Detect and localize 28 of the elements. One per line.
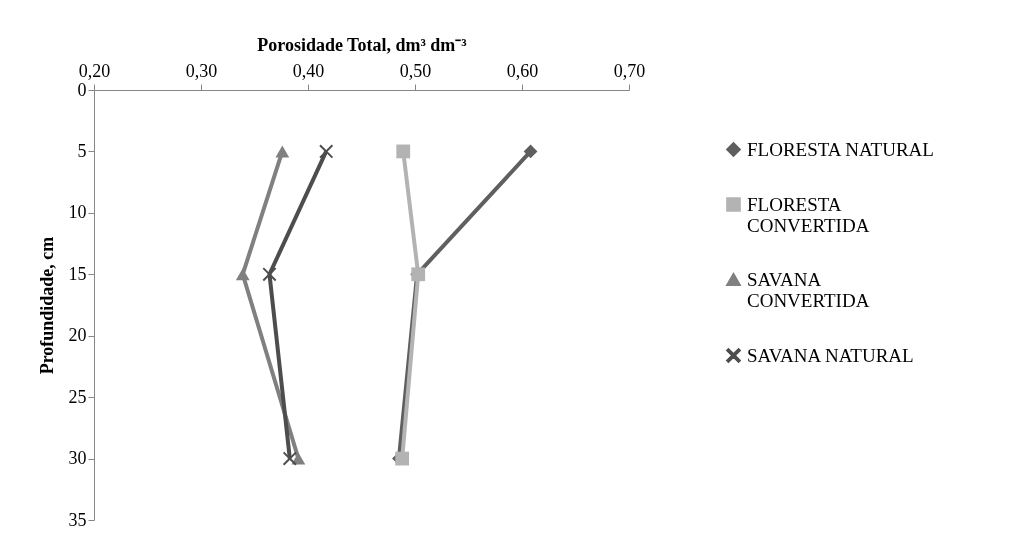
legend-label: FLORESTA CONVERTIDA [747, 193, 870, 236]
y-tick-label: 35 [68, 509, 87, 530]
y-tick-label: 25 [68, 386, 87, 407]
point [275, 145, 290, 158]
y-tick-label: 30 [68, 448, 87, 469]
legend-label: SAVANA CONVERTIDA [747, 268, 870, 311]
x-axis-title: Porosidade Total, dm³ dm⁻³ [257, 34, 468, 55]
y-axis-title: Profundidade, cm [36, 236, 57, 375]
legend-label: SAVANA NATURAL [747, 344, 914, 366]
point [262, 267, 277, 282]
point [523, 144, 538, 159]
x-tick-label: 0,30 [185, 60, 218, 81]
y-tick-label: 0 [77, 79, 87, 100]
point [282, 451, 297, 466]
x-tick-label: 0,20 [78, 60, 111, 81]
point [395, 451, 410, 466]
legend-label: FLORESTA NATURAL [747, 138, 934, 160]
y-tick-label: 15 [68, 263, 87, 284]
x-tick-label: 0,50 [399, 60, 432, 81]
x-tick-label: 0,60 [506, 60, 539, 81]
point [235, 268, 250, 281]
y-tick-label: 5 [77, 140, 87, 161]
x-tick-label: 0,40 [292, 60, 325, 81]
point [396, 144, 411, 159]
y-tick-label: 10 [68, 202, 87, 223]
y-tick-label: 20 [68, 325, 87, 346]
x-tick-label: 0,70 [613, 60, 646, 81]
point [319, 144, 334, 159]
